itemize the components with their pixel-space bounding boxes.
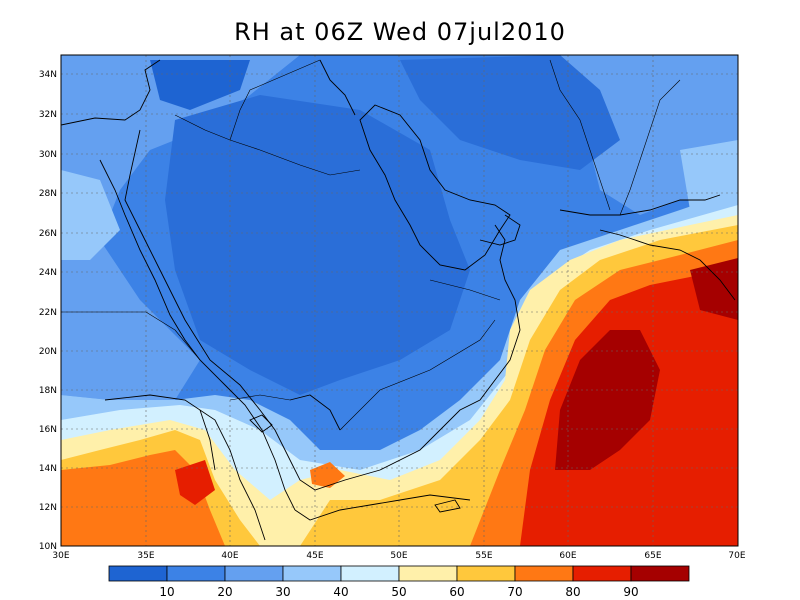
colorbar-swatch bbox=[282, 565, 342, 582]
lon-label: 65E bbox=[644, 551, 661, 561]
lon-label: 40E bbox=[221, 551, 238, 561]
lon-label: 45E bbox=[306, 551, 323, 561]
lat-label: 14N bbox=[39, 464, 57, 474]
lat-label: 34N bbox=[39, 70, 57, 80]
colorbar-swatch bbox=[340, 565, 400, 582]
colorbar-label: 10 bbox=[159, 585, 175, 599]
latitude-labels: 10N 12N 14N 16N 18N 20N 22N 24N 26N 28N … bbox=[39, 70, 57, 552]
colorbar-label: 60 bbox=[449, 585, 465, 599]
map-title: RH at 06Z Wed 07jul2010 bbox=[234, 18, 566, 46]
colorbar-label: 40 bbox=[333, 585, 349, 599]
colorbar-label: 80 bbox=[565, 585, 581, 599]
colorbar-label: 50 bbox=[391, 585, 407, 599]
colorbar bbox=[108, 565, 690, 582]
colorbar-label: 70 bbox=[507, 585, 523, 599]
lat-label: 10N bbox=[39, 542, 57, 552]
lat-label: 26N bbox=[39, 229, 57, 239]
lat-label: 12N bbox=[39, 503, 57, 513]
colorbar-label: 20 bbox=[217, 585, 233, 599]
lat-label: 22N bbox=[39, 308, 57, 318]
colorbar-swatch bbox=[456, 565, 516, 582]
lon-label: 35E bbox=[137, 551, 154, 561]
lat-label: 20N bbox=[39, 347, 57, 357]
colorbar-swatch bbox=[224, 565, 284, 582]
lat-label: 32N bbox=[39, 110, 57, 120]
longitude-labels: 30E 35E 40E 45E 50E 55E 60E 65E 70E bbox=[52, 551, 745, 561]
colorbar-swatch bbox=[108, 565, 168, 582]
country-borders bbox=[61, 59, 681, 431]
lat-label: 16N bbox=[39, 425, 57, 435]
lon-label: 70E bbox=[728, 551, 745, 561]
lon-label: 60E bbox=[559, 551, 576, 561]
colorbar-swatch bbox=[166, 565, 226, 582]
colorbar-swatch bbox=[398, 565, 458, 582]
lat-label: 30N bbox=[39, 150, 57, 160]
colorbar-swatch bbox=[572, 565, 632, 582]
lat-label: 18N bbox=[39, 386, 57, 396]
colorbar-label: 30 bbox=[275, 585, 291, 599]
lon-label: 55E bbox=[475, 551, 492, 561]
lon-label: 30E bbox=[52, 551, 69, 561]
lat-label: 28N bbox=[39, 189, 57, 199]
graticule bbox=[61, 55, 738, 546]
colorbar-swatch bbox=[514, 565, 574, 582]
colorbar-label: 90 bbox=[623, 585, 639, 599]
coastlines bbox=[61, 59, 736, 541]
map-frame bbox=[60, 54, 739, 547]
humidity-field bbox=[61, 55, 738, 546]
lon-label: 50E bbox=[390, 551, 407, 561]
colorbar-swatch bbox=[630, 565, 690, 582]
lat-label: 24N bbox=[39, 268, 57, 278]
